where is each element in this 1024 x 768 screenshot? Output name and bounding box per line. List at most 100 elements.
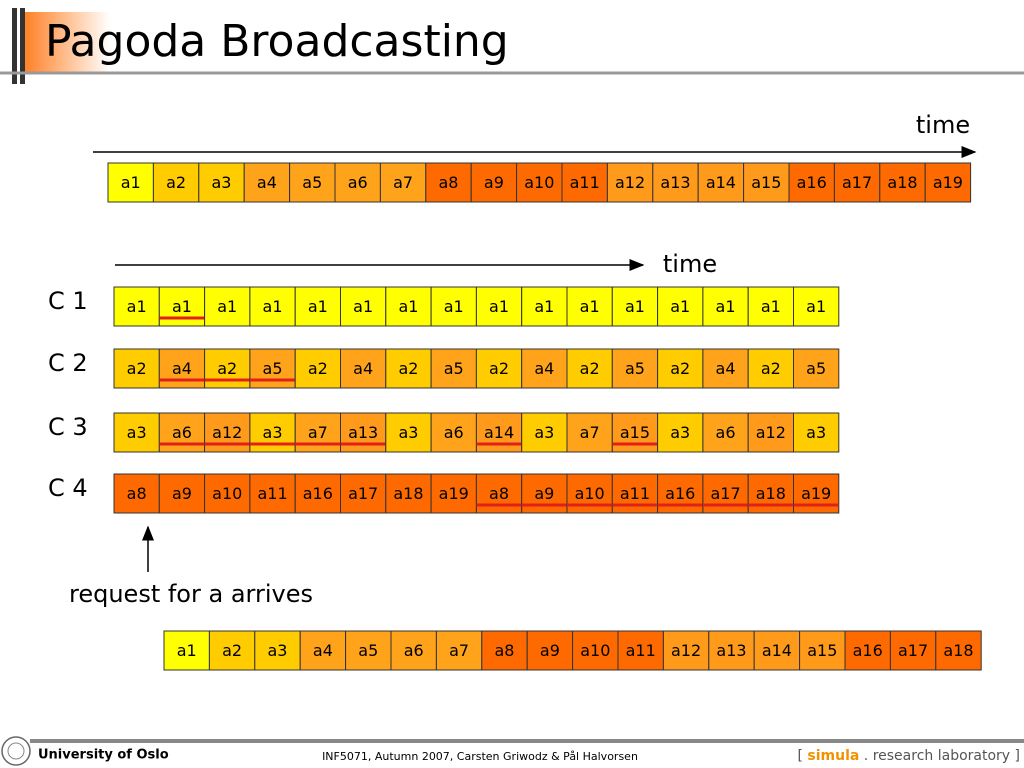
segment-label: a1 — [761, 297, 781, 316]
segment-cell — [793, 412, 840, 453]
segment-label: a19 — [801, 484, 831, 503]
title-decoration — [20, 12, 110, 74]
segment-label: a1 — [580, 297, 600, 316]
segment-label: a13 — [348, 423, 378, 442]
footer-university: University of Oslo — [38, 748, 169, 763]
segment-label: a12 — [671, 641, 701, 660]
segment-cell — [294, 473, 342, 514]
segment-label: a10 — [580, 641, 610, 660]
title-bar — [20, 8, 25, 84]
segment-cell — [611, 286, 659, 327]
segment-cell — [340, 286, 387, 327]
segment-label: a16 — [797, 173, 827, 192]
segment-label: a5 — [358, 641, 378, 660]
segment-cell — [879, 162, 926, 203]
segment-label: a1 — [489, 297, 509, 316]
segment-cell — [697, 162, 745, 203]
segment-label: a18 — [756, 484, 786, 503]
segment-label: a3 — [263, 423, 283, 442]
segment-label: a17 — [710, 484, 740, 503]
segment-cell — [566, 286, 613, 327]
segment-label: a1 — [398, 297, 418, 316]
segment-cell — [249, 286, 296, 327]
segment-label: a10 — [575, 484, 605, 503]
segment-cell — [425, 162, 472, 203]
channel-label: C 3 — [48, 413, 88, 441]
segment-label: a19 — [439, 484, 469, 503]
segment-label: a1 — [121, 173, 141, 192]
segment-label: a6 — [172, 423, 192, 442]
segment-label: a17 — [842, 173, 872, 192]
segment-cell — [470, 162, 518, 203]
segment-label: a4 — [716, 359, 736, 378]
segment-cell — [657, 348, 704, 389]
channel-label: C 2 — [48, 349, 88, 377]
segment-cell — [566, 348, 613, 389]
channel-label: C 4 — [48, 474, 88, 502]
segment-label: a1 — [534, 297, 554, 316]
segment-label: a1 — [716, 297, 736, 316]
segment-cell — [385, 473, 432, 514]
segment-label: a3 — [806, 423, 826, 442]
segment-label: a6 — [404, 641, 424, 660]
segment-label: a10 — [524, 173, 554, 192]
segment-cell — [662, 630, 710, 671]
segment-label: a8 — [495, 641, 515, 660]
segment-label: a9 — [484, 173, 504, 192]
segment-label: a1 — [444, 297, 464, 316]
university-logo — [7, 742, 25, 760]
brand-part: . — [864, 748, 868, 764]
segment-cell — [254, 630, 301, 671]
request-label: request for a arrives — [69, 580, 313, 608]
segment-label: a9 — [172, 484, 192, 503]
segment-label: a4 — [534, 359, 554, 378]
segment-label: a2 — [670, 359, 690, 378]
segment-label: a13 — [660, 173, 690, 192]
segment-label: a8 — [489, 484, 509, 503]
segment-label: a3 — [398, 423, 418, 442]
segment-label: a3 — [268, 641, 288, 660]
segment-cell — [379, 162, 427, 203]
footer-brand: [ simula . research laboratory ] — [797, 748, 1020, 764]
brand-part: ] — [1015, 748, 1020, 764]
brand-part: [ — [797, 748, 802, 764]
segment-label: a2 — [222, 641, 242, 660]
segment-label: a3 — [534, 423, 554, 442]
segment-label: a7 — [449, 641, 469, 660]
segment-label: a3 — [670, 423, 690, 442]
segment-cell — [204, 286, 251, 327]
segment-label: a15 — [807, 641, 837, 660]
segment-label: a11 — [257, 484, 287, 503]
segment-cell — [430, 473, 477, 514]
segment-cell — [430, 286, 477, 327]
segment-label: a2 — [127, 359, 147, 378]
segment-cell — [289, 162, 336, 203]
title-bar — [12, 8, 17, 84]
segment-label: a16 — [665, 484, 695, 503]
segment-label: a5 — [302, 173, 322, 192]
segment-cell — [799, 630, 846, 671]
segment-cell — [606, 162, 654, 203]
segment-label: a3 — [212, 173, 232, 192]
segment-label: a10 — [212, 484, 242, 503]
segment-cell — [158, 473, 206, 514]
segment-cell — [113, 412, 160, 453]
segment-label: a2 — [398, 359, 418, 378]
segment-label: a5 — [625, 359, 645, 378]
segment-label: a2 — [580, 359, 600, 378]
segment-label: a6 — [348, 173, 368, 192]
segment-label: a5 — [806, 359, 826, 378]
segment-label: a14 — [762, 641, 792, 660]
segment-cell — [566, 412, 613, 453]
segment-label: a17 — [898, 641, 928, 660]
segment-cell — [385, 412, 432, 453]
segment-label: a4 — [353, 359, 373, 378]
segment-label: a15 — [751, 173, 781, 192]
segment-label: a7 — [393, 173, 413, 192]
segment-cell — [702, 348, 749, 389]
segment-cell — [753, 630, 801, 671]
segment-label: a1 — [670, 297, 690, 316]
segment-label: a8 — [127, 484, 147, 503]
footer-course: INF5071, Autumn 2007, Carsten Griwodz & … — [322, 750, 638, 763]
